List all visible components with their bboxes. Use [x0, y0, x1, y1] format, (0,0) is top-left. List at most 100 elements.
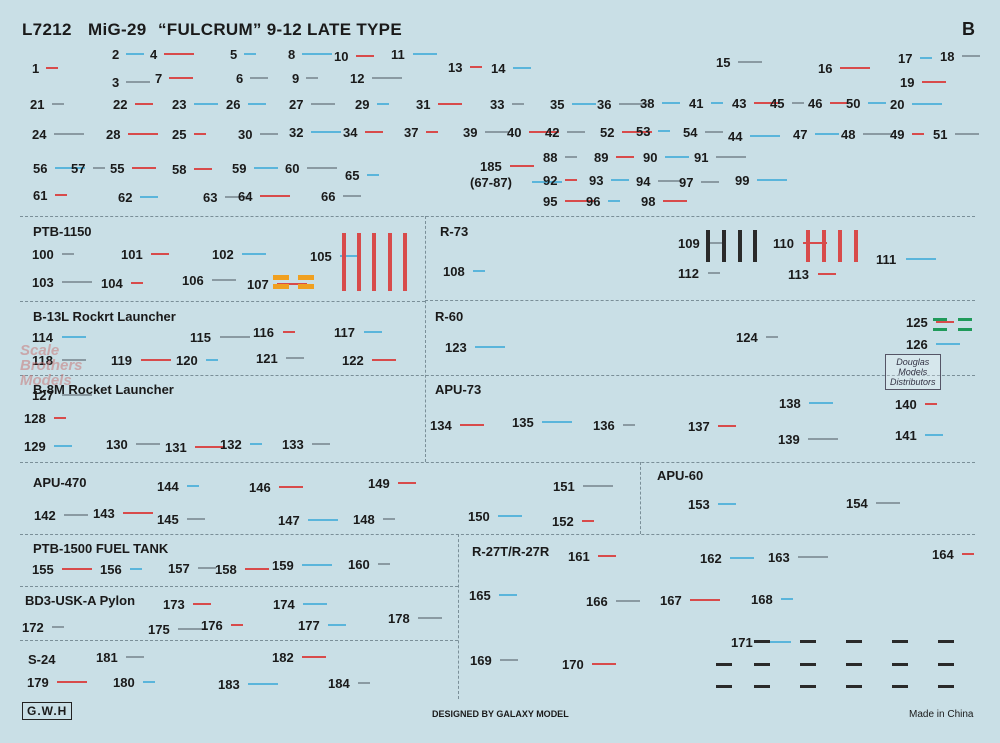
- decal-artwork-mark: [912, 133, 924, 135]
- decal-artwork-mark: [529, 131, 559, 133]
- decal-artwork-mark: [62, 359, 86, 361]
- decal-number: 40: [507, 125, 522, 140]
- decal-number: 48: [841, 127, 856, 142]
- decal-number: 11: [391, 47, 405, 62]
- decal-number: 127: [32, 388, 54, 403]
- decal-artwork-mark: [808, 438, 838, 440]
- decal-number: 177: [298, 618, 320, 633]
- decal-number: 35: [550, 97, 565, 112]
- decal-artwork-mark: [705, 131, 723, 133]
- decal-artwork-mark: [193, 603, 211, 605]
- decal-number: 7: [155, 71, 163, 86]
- decal-number: 176: [201, 618, 223, 633]
- decal-number: 147: [278, 513, 300, 528]
- decal-artwork-mark: [499, 594, 517, 596]
- decal-number: 124: [736, 330, 758, 345]
- gwh-logo: G.W.H: [22, 702, 73, 720]
- black-dash-decal: [846, 685, 862, 688]
- section-s-24: S-24: [28, 652, 56, 667]
- decal-artwork-mark: [781, 598, 793, 600]
- decal-artwork-mark: [565, 156, 577, 158]
- decal-number: 123: [445, 340, 467, 355]
- decal-artwork-mark: [364, 331, 382, 333]
- decal-artwork-mark: [250, 443, 262, 445]
- decal-artwork-mark: [231, 624, 243, 626]
- decal-artwork-mark: [372, 77, 402, 79]
- decal-artwork-mark: [757, 179, 787, 181]
- decal-number: 91: [694, 150, 709, 165]
- decal-number: 38: [640, 96, 655, 111]
- decal-artwork-mark: [438, 103, 462, 105]
- decal-artwork-mark: [54, 133, 84, 135]
- decal-number: 126: [906, 337, 928, 352]
- decal-number: 119: [111, 353, 132, 368]
- decal-number: 45: [770, 96, 785, 111]
- decal-artwork-mark: [912, 103, 942, 105]
- decal-number: 161: [568, 549, 590, 564]
- orange-decal: [273, 284, 289, 289]
- decal-artwork-mark: [131, 282, 143, 284]
- decal-number: 99: [735, 173, 750, 188]
- black-dash-decal: [846, 663, 862, 666]
- black-dash-decal: [892, 640, 908, 643]
- section-ptb-1150: PTB-1150: [33, 224, 92, 239]
- decal-artwork-mark: [62, 394, 92, 396]
- decal-number: 33: [490, 97, 505, 112]
- decal-artwork-mark: [542, 421, 572, 423]
- decal-artwork-mark: [803, 242, 827, 244]
- decal-artwork-mark: [920, 57, 932, 59]
- decal-artwork-mark: [220, 336, 250, 338]
- decal-number: 34: [343, 125, 358, 140]
- decal-number: 58: [172, 162, 187, 177]
- decal-number: 109: [678, 236, 700, 251]
- decal-artwork-mark: [906, 258, 936, 260]
- decal-number: 98: [641, 194, 656, 209]
- decal-artwork-mark: [194, 168, 212, 170]
- decal-artwork-mark: [582, 520, 594, 522]
- decal-artwork-mark: [302, 53, 332, 55]
- black-dash-decal: [800, 685, 816, 688]
- section-apu-73: APU-73: [435, 382, 482, 397]
- decal-artwork-mark: [962, 553, 974, 555]
- decal-number: 106: [182, 273, 204, 288]
- black-dash-decal: [846, 640, 862, 643]
- decal-artwork-mark: [303, 603, 327, 605]
- decal-artwork-mark: [622, 131, 652, 133]
- orange-decal: [273, 275, 289, 280]
- decal-artwork-mark: [212, 279, 236, 281]
- decal-artwork-mark: [286, 357, 304, 359]
- decal-artwork-mark: [143, 681, 155, 683]
- decal-artwork-mark: [140, 196, 158, 198]
- decal-artwork-mark: [936, 343, 960, 345]
- decal-number: 52: [600, 125, 615, 140]
- watermark-line: Brothers: [20, 357, 83, 374]
- decal-number: 157: [168, 561, 190, 576]
- section-apu-60: APU-60: [657, 468, 704, 483]
- decal-artwork-mark: [358, 682, 370, 684]
- divider: [20, 301, 425, 302]
- black-band-decal: [738, 230, 742, 262]
- decal-artwork-mark: [372, 359, 396, 361]
- decal-artwork-mark: [260, 133, 278, 135]
- decal-number: 66: [321, 189, 336, 204]
- decal-artwork-mark: [565, 179, 577, 181]
- decal-number: 130: [106, 437, 128, 452]
- decal-number: 51: [933, 127, 948, 142]
- decal-number: 37: [404, 125, 419, 140]
- distributor-stamp: Douglas Models Distributors: [885, 354, 941, 390]
- decal-number: 42: [545, 125, 560, 140]
- aircraft-subtitle: “FULCRUM” 9-12 LATE TYPE: [158, 20, 402, 39]
- decal-number: 97: [679, 175, 694, 190]
- decal-number: 95: [543, 194, 558, 209]
- decal-number: 159: [272, 558, 294, 573]
- decal-number: 63: [203, 190, 218, 205]
- decal-artwork-mark: [141, 359, 171, 361]
- decal-artwork-mark: [565, 200, 595, 202]
- green-band-decal: [933, 318, 947, 321]
- decal-number: 165: [469, 588, 491, 603]
- divider: [640, 462, 641, 534]
- decal-number: 32: [289, 125, 304, 140]
- decal-artwork-mark: [54, 417, 66, 419]
- decal-artwork-mark: [868, 102, 886, 104]
- decal-artwork-mark: [62, 253, 74, 255]
